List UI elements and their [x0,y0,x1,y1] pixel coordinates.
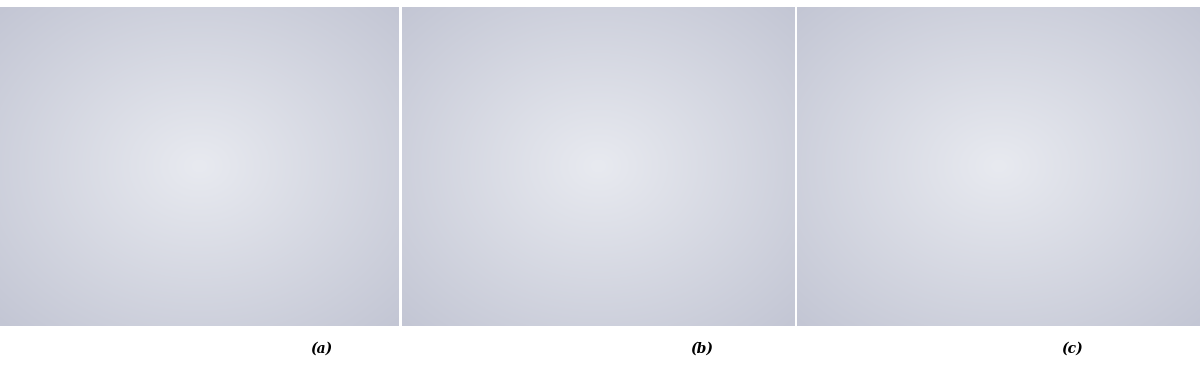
Text: (a): (a) [311,342,332,356]
Text: (b): (b) [690,342,714,356]
Text: (c): (c) [1061,342,1082,356]
